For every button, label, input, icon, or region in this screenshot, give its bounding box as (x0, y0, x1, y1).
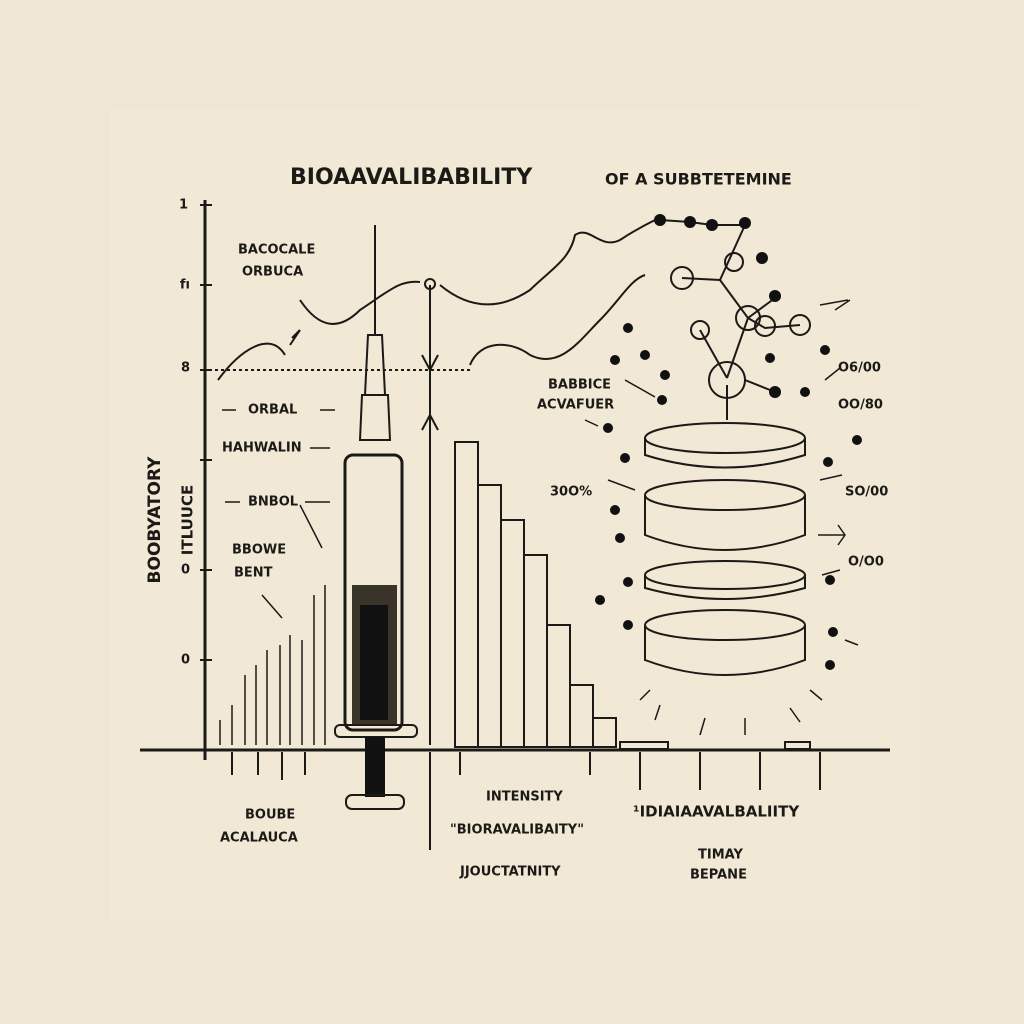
right-label: O6/00 (838, 361, 881, 376)
left-label: BACOCALE (238, 243, 315, 258)
right-label: SO/00 (845, 485, 888, 500)
bottom-label: "BIORAVALIBAITY" (450, 823, 584, 838)
y-axis-label: BOOBYATORY (145, 456, 165, 584)
y-axis-label: ITLUUCE (179, 485, 197, 555)
y-tick-label: 1 (179, 198, 188, 213)
bottom-label: ACALAUCA (220, 831, 298, 846)
molecule (654, 214, 811, 420)
y-tick-label: 8 (181, 361, 190, 376)
center-label: BABBICE (548, 378, 611, 393)
leader-lines (222, 409, 335, 619)
discs (644, 422, 806, 676)
percent-label: 30O% (550, 485, 592, 500)
left-label: BNBOL (248, 495, 298, 510)
trend-curve (299, 219, 656, 366)
right-label: OO/80 (838, 398, 883, 413)
bottom-label: BOUBE (245, 808, 295, 823)
particles (595, 323, 862, 670)
panel (110, 110, 920, 920)
center-label: ACVAFUER (537, 398, 614, 413)
bottom-label: TIMAY (698, 848, 743, 863)
bottom-label: JJOUCTATNITY (459, 865, 561, 880)
arrow (421, 285, 439, 745)
bottom-label: BEPANE (690, 868, 747, 883)
right-label: O/O0 (848, 555, 884, 570)
left-label: BENT (234, 566, 273, 581)
left-bars (219, 585, 326, 745)
y-tick-label: 0 (181, 653, 190, 668)
y-tick-label: 0 (181, 563, 190, 578)
axes (140, 200, 890, 850)
node (424, 278, 436, 290)
left-label: BBOWE (232, 543, 286, 558)
syringe (334, 225, 418, 810)
left-label: HAHWALIN (222, 441, 302, 456)
right-bars (454, 441, 811, 750)
title-main: BIOAAVALIBABILITY (290, 165, 533, 190)
left-label: ORBUCA (242, 265, 303, 280)
title-rest: OF A SUBBTETEMINE (605, 170, 792, 189)
left-label: ORBAL (248, 403, 297, 418)
motion-lines (584, 299, 859, 736)
bottom-label: INTENSITY (486, 790, 563, 805)
bottom-label: ¹IDIAIAAVALBALIITY (633, 803, 800, 821)
y-tick-label: fı (180, 278, 190, 293)
